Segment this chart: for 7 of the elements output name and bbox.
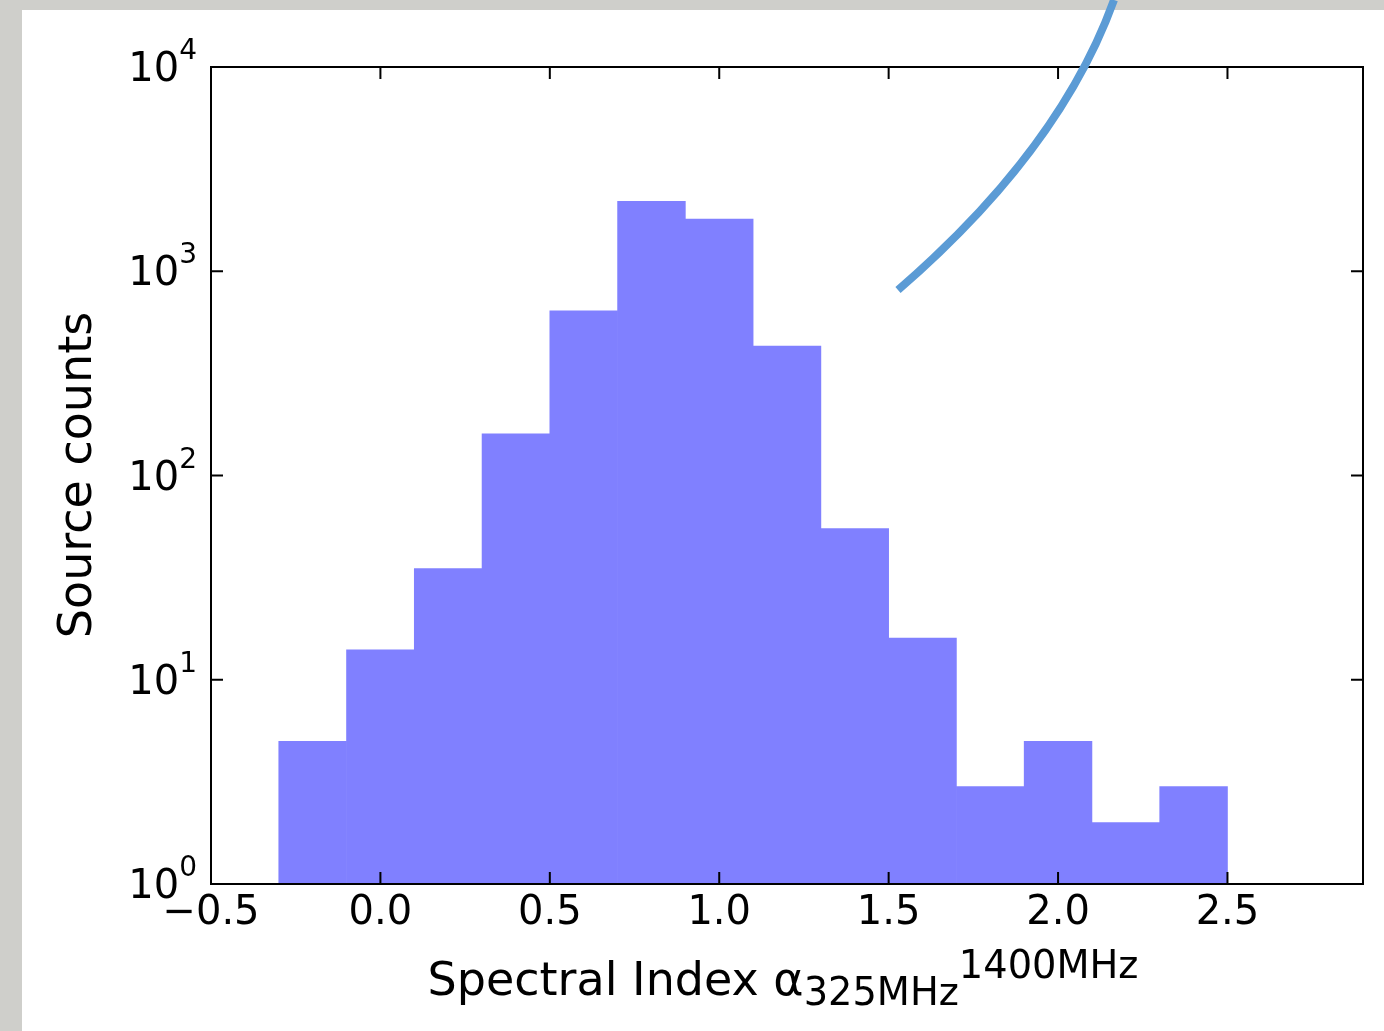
y-axis-title: Source counts [48, 311, 102, 639]
x-tick-label: 2.5 [1195, 887, 1260, 934]
x-tick-label: 1.5 [856, 887, 921, 934]
x-tick-label: 1.0 [687, 887, 752, 934]
x-tick-label: 0.5 [518, 887, 582, 934]
x-tick-label: 0.0 [348, 887, 413, 934]
x-tick-label: 2.0 [1026, 887, 1090, 934]
